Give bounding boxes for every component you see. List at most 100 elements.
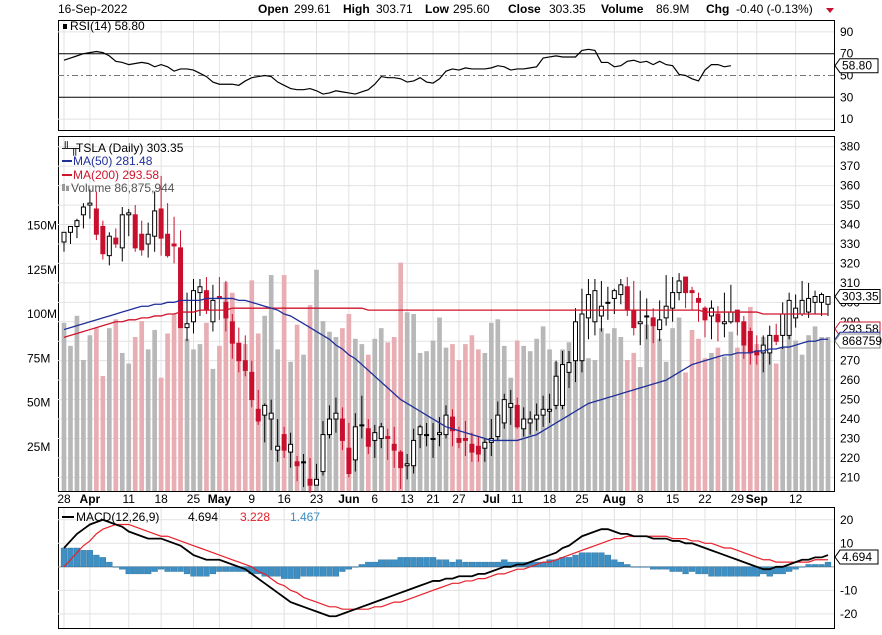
header-low-label: Low [425, 2, 450, 16]
macd-histogram-bar [708, 566, 715, 577]
candle-body [352, 426, 358, 461]
candle-body [210, 299, 216, 323]
candle-body [547, 408, 553, 412]
volume-y-tick-label: 125M [27, 263, 57, 277]
volume-bar [242, 344, 248, 491]
price-y-tick-label: 310 [840, 276, 860, 290]
price-legend-ticker: TSLA (Daily) 303.35 [76, 141, 184, 155]
rsi-y-tick-label: 70 [840, 47, 854, 61]
volume-bar [806, 335, 811, 491]
macd-histogram-bar [268, 566, 275, 577]
volume-bar [767, 344, 773, 491]
candle-body [417, 426, 423, 436]
macd-histogram-bar [203, 566, 210, 577]
volume-bar [773, 363, 779, 491]
price-y-tick-label: 220 [840, 451, 860, 465]
macd-histogram-bar [565, 557, 573, 568]
volume-bar [735, 347, 740, 491]
rsi-y-tick-label: 10 [840, 112, 854, 126]
volume-bar [683, 372, 688, 491]
volume-bar [87, 335, 93, 491]
candle-body [346, 447, 352, 474]
volume-bar [391, 337, 397, 491]
macd-histogram-bar [598, 552, 605, 568]
volume-bar [825, 337, 831, 491]
header-high-label: High [343, 2, 370, 16]
macd-line [63, 518, 829, 618]
header-chg-value: -0.40 (-0.13%) [736, 2, 813, 16]
macd-histogram-bar [604, 554, 611, 568]
macd-histogram-bar [798, 566, 806, 568]
volume-badge-text: 868759 [842, 334, 882, 348]
candle-body [540, 408, 546, 416]
volume-bar [605, 333, 611, 491]
volume-bar [424, 351, 429, 491]
candle-body [320, 434, 326, 473]
candle-body [203, 290, 209, 311]
volume-bar [476, 349, 481, 491]
candle-body [119, 214, 125, 249]
candle-body [113, 237, 119, 245]
macd-histogram-bar [650, 566, 657, 570]
volume-bars [61, 262, 831, 491]
candle-body [333, 412, 339, 420]
candle-body [553, 375, 559, 406]
macd-histogram-bar [73, 547, 81, 568]
macd-legend-signal: 3.228 [240, 510, 270, 524]
volume-bar [210, 368, 216, 491]
volume-bar [301, 354, 306, 491]
volume-bar [94, 328, 99, 491]
volume-bar [553, 361, 559, 491]
x-tick-label: 6 [371, 492, 378, 506]
volume-bar [780, 347, 786, 491]
volume-bar [126, 363, 132, 491]
candle-body [812, 295, 818, 303]
macd-histogram-bar [196, 566, 204, 577]
candle-body [598, 305, 604, 317]
volume-bar [663, 361, 669, 491]
header-open-label: Open [258, 2, 289, 16]
volume-y-tick-label: 150M [27, 219, 57, 233]
candlesticks [61, 175, 831, 493]
macd-histogram-bar [339, 566, 346, 572]
volume-bar [171, 314, 177, 491]
candle-body [462, 437, 468, 441]
price-y-tick-label: 370 [840, 159, 860, 173]
volume-bar [488, 322, 494, 491]
candle-body [294, 461, 300, 467]
candle-body [579, 313, 585, 362]
volume-bar [217, 345, 222, 491]
candle-body [197, 286, 203, 294]
macd-y-tick-label: 10 [840, 536, 854, 550]
volume-bar [152, 329, 157, 491]
down-arrow-icon [826, 8, 834, 13]
candle-body [93, 208, 99, 235]
volume-bar [728, 331, 734, 491]
macd-histogram-bar [119, 566, 126, 570]
macd-histogram-bar [727, 566, 734, 577]
x-tick-label: Apr [80, 492, 101, 506]
rsi-badge-box [834, 58, 879, 74]
macd-histogram-bar [462, 561, 469, 568]
price-y-tick-label: 210 [840, 470, 860, 484]
candle-body [780, 313, 786, 336]
macd-histogram-bar [371, 561, 378, 568]
close-price-badge: 303.35 [834, 288, 881, 304]
macd-histogram-bar [675, 566, 683, 572]
volume-bar [191, 349, 196, 491]
volume-bar [81, 360, 86, 491]
volume-y-tick-label: 25M [27, 440, 50, 454]
macd-histogram-bar [643, 566, 650, 568]
price-y-tick-label: 240 [840, 412, 860, 426]
macd-histogram-bar [300, 566, 307, 577]
volume-bar [812, 326, 818, 491]
candle-body [67, 225, 73, 233]
x-tick-label: 9 [248, 492, 255, 506]
close-price-badge-text: 303.35 [842, 289, 879, 303]
volume-y-tick-label: 75M [27, 351, 50, 365]
candle-body [229, 321, 235, 344]
price-y-tick-label: 330 [840, 237, 860, 251]
candle-body [786, 299, 792, 336]
candle-body [443, 414, 449, 436]
